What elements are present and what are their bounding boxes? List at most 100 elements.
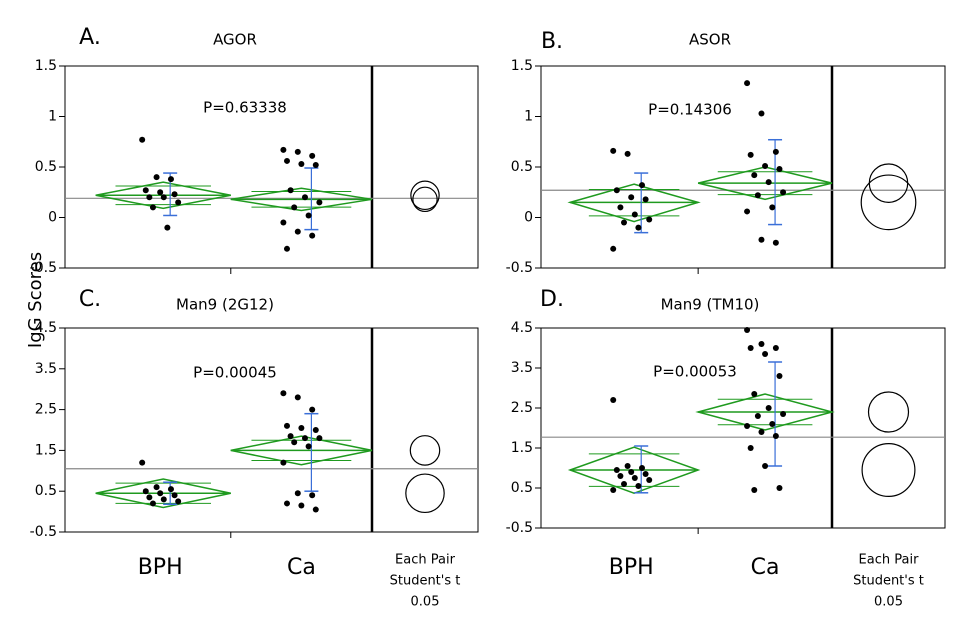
data-point	[139, 136, 146, 143]
data-point	[301, 435, 308, 442]
panel-label: B.	[541, 29, 563, 54]
p-value: P=0.14306	[648, 101, 732, 119]
x-category-label: Ca	[287, 555, 316, 580]
data-point	[294, 394, 301, 401]
data-point	[754, 413, 761, 419]
x-footer-label: 0.05	[874, 595, 903, 610]
data-point	[610, 245, 617, 252]
data-point	[624, 150, 631, 157]
data-point	[747, 151, 754, 158]
data-point	[298, 160, 305, 167]
data-point	[149, 500, 156, 507]
data-point	[142, 488, 149, 495]
data-point	[312, 161, 319, 168]
y-tick-label: 0.5	[35, 483, 57, 499]
data-point	[762, 351, 769, 357]
data-point	[772, 345, 779, 351]
data-point	[758, 429, 765, 435]
data-point	[142, 187, 149, 194]
y-tick-label: 4.5	[35, 320, 57, 336]
comparison-circle	[410, 180, 440, 211]
data-point	[167, 486, 174, 493]
x-category-label: BPH	[609, 555, 654, 580]
data-point	[316, 199, 323, 206]
y-axis-label: IgG Scores	[25, 252, 46, 348]
data-point	[646, 477, 653, 483]
data-point	[776, 485, 783, 491]
data-point	[628, 469, 635, 475]
data-point	[153, 484, 160, 491]
x-footer-label: 0.05	[411, 595, 440, 610]
data-point	[164, 224, 171, 231]
data-point	[283, 157, 290, 164]
y-tick-label: 0.5	[511, 480, 533, 496]
panel-label: A.	[79, 25, 101, 50]
data-point	[747, 345, 754, 351]
y-tick-label: 4.5	[511, 320, 533, 336]
p-value: P=0.63338	[203, 99, 287, 117]
y-tick-label: 2.5	[35, 402, 57, 418]
y-tick-label: 0	[48, 210, 57, 226]
data-point	[294, 490, 301, 497]
data-point	[617, 473, 624, 479]
data-point	[146, 494, 153, 501]
data-point	[160, 194, 167, 201]
data-point	[157, 490, 164, 497]
data-point	[280, 146, 287, 153]
data-point	[312, 506, 319, 513]
data-point	[751, 391, 758, 397]
data-point	[157, 189, 164, 196]
data-point	[772, 148, 779, 155]
y-tick-label: 1	[524, 109, 533, 125]
data-point	[635, 224, 642, 231]
data-point	[758, 236, 765, 243]
data-point	[283, 245, 290, 252]
data-point	[309, 492, 316, 499]
y-tick-label: -0.5	[506, 260, 533, 276]
data-point	[298, 424, 305, 431]
data-point	[628, 194, 635, 201]
data-point	[744, 208, 751, 215]
data-point	[171, 492, 178, 499]
data-point	[635, 483, 642, 489]
y-tick-label: 0.5	[511, 159, 533, 175]
y-tick-label: 1.5	[35, 442, 57, 458]
data-point	[298, 502, 305, 509]
data-point	[610, 487, 617, 493]
data-point	[747, 445, 754, 451]
data-point	[776, 373, 783, 379]
y-tick-label: -0.5	[506, 520, 533, 536]
data-point	[744, 80, 751, 87]
y-tick-label: 1.5	[511, 58, 533, 74]
panel-title: Man9 (TM10)	[661, 296, 760, 314]
data-point	[316, 435, 323, 442]
y-tick-label: 3.5	[35, 361, 57, 377]
panel-label: D.	[540, 287, 564, 312]
data-point	[291, 439, 298, 446]
y-tick-label: -0.5	[30, 260, 57, 276]
data-point	[280, 459, 287, 466]
data-point	[287, 187, 294, 194]
data-point	[780, 411, 787, 417]
data-point	[283, 422, 290, 429]
comparison-circle	[868, 163, 909, 203]
data-point	[744, 327, 751, 333]
comparison-circle	[412, 186, 438, 213]
panel-title: Man9 (2G12)	[176, 296, 274, 314]
data-point	[305, 212, 312, 219]
data-point	[175, 199, 182, 206]
x-footer-label: Student's t	[390, 574, 461, 589]
data-point	[160, 496, 167, 503]
comparison-circle	[861, 443, 916, 498]
x-footer-label: Each Pair	[395, 553, 456, 568]
data-point	[758, 110, 765, 117]
data-point	[294, 148, 301, 155]
data-point	[762, 463, 769, 469]
data-point	[280, 219, 287, 226]
x-category-label: BPH	[138, 555, 183, 580]
data-point	[765, 405, 772, 411]
comparison-circle	[405, 473, 445, 514]
data-point	[631, 475, 638, 481]
data-point	[146, 194, 153, 201]
data-point	[754, 192, 761, 199]
